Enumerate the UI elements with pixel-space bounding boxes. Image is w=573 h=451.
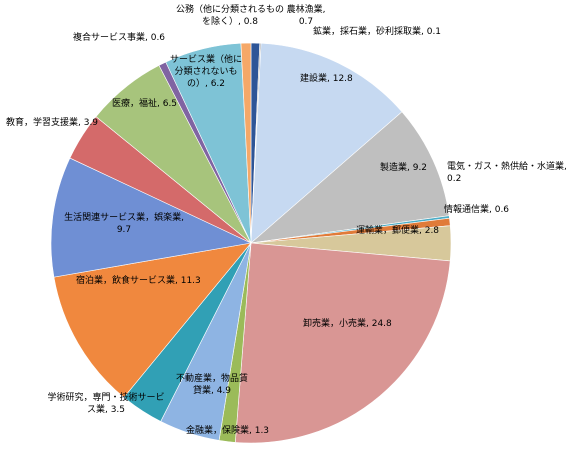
data-label: 卸売業，小売業, 24.8 [303, 319, 392, 329]
data-label: 医療，福祉, 6.5 [112, 99, 178, 109]
data-label: 金融業，保険業, 1.3 [186, 426, 270, 436]
data-label: 生活関連サービス業，娯楽業, 9.7 [64, 213, 184, 235]
data-label: 複合サービス事業, 0.6 [73, 33, 166, 43]
data-label: 製造業, 9.2 [380, 163, 428, 173]
data-label: 運輸業，郵便業, 2.8 [356, 226, 440, 236]
data-label: 鉱業，採石業，砂利採取業, 0.1 [313, 27, 442, 37]
data-label: 電気・ガス・熱供給・水道業, 0.2 [447, 162, 567, 184]
pie-slice [250, 111, 450, 244]
data-label: 学術研究，専門・技術サービス業, 3.5 [47, 393, 165, 415]
pie-slice [53, 242, 252, 398]
pie-slice [50, 157, 252, 278]
data-label: 建設業, 12.8 [300, 74, 353, 84]
pie-slice [234, 242, 451, 444]
data-label: 教育，学習支援業, 3.9 [6, 118, 99, 128]
data-label: サービス業（他に分類されないもの）, 6.2 [169, 55, 242, 89]
data-label: 情報通信業, 0.6 [444, 205, 510, 215]
data-label: 宿泊業，飲食サービス業, 11.3 [76, 276, 201, 286]
data-label: 公務（他に分類されるものを除く）, 0.8 [176, 5, 285, 27]
pie-slice [240, 42, 252, 244]
data-label: 農林漁業, 0.7 [286, 5, 326, 27]
data-label: 不動産業，物品賃貸業, 4.9 [176, 374, 249, 396]
pie-slice [250, 42, 403, 244]
